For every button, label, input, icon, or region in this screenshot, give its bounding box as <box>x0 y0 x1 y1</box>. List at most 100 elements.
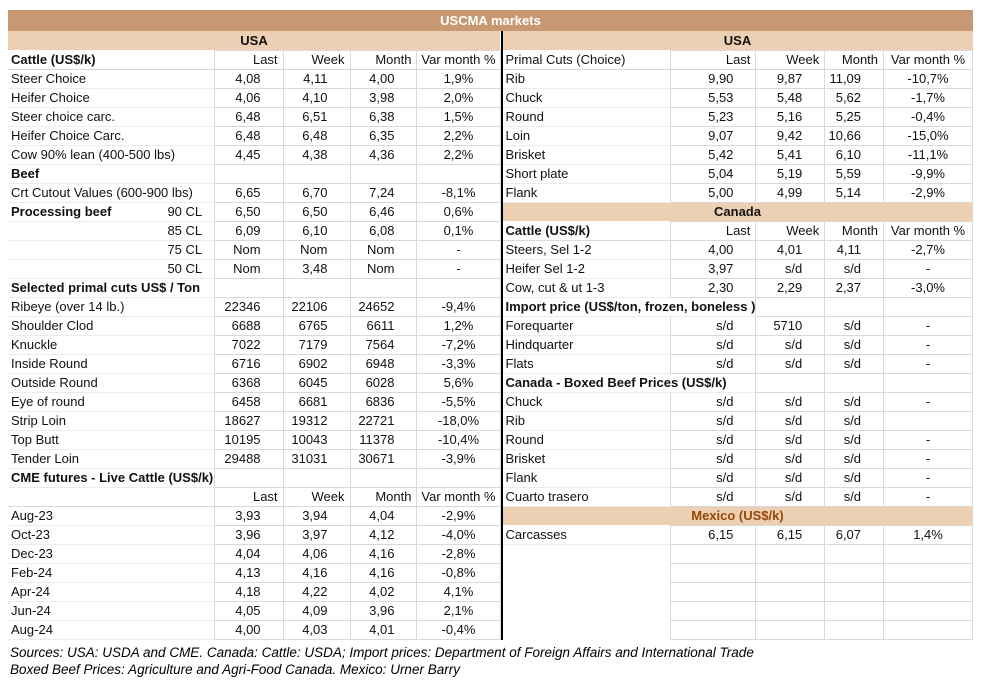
empty-cell <box>416 467 501 488</box>
row-label: Jun-24 <box>8 601 216 621</box>
cell-value: 6,48 <box>214 125 284 146</box>
cell-value: s/d <box>670 448 757 469</box>
table-row: Tender Loin 29488 31031 30671 -3,9% <box>8 448 501 469</box>
cell-value: 4,16 <box>349 562 418 583</box>
cell-value: s/d <box>755 353 826 374</box>
row-label: Cow 90% lean (400-500 lbs) <box>8 145 216 165</box>
cell-var-month: -9,9% <box>883 163 973 184</box>
row-label-text: Aug-24 <box>11 622 53 637</box>
cell-value: 5,00 <box>670 182 757 203</box>
row-label-text: Top Butt <box>11 432 59 447</box>
row-sublabel-text: 90 CL <box>167 204 203 219</box>
cell-value: 9,42 <box>755 125 826 146</box>
cell-var-month: - <box>883 429 973 450</box>
row-label: Inside Round <box>8 354 216 374</box>
row-label: Round <box>502 430 672 450</box>
table-row: Oct-23 3,96 3,97 4,12 -4,0% <box>8 524 501 545</box>
row-label: Brisket <box>502 449 672 469</box>
cell-value: 6,15 <box>670 524 757 545</box>
table-row: Round s/d s/d s/d - <box>502 429 973 450</box>
row-label: Apr-24 <box>8 582 216 602</box>
table-row: Chuck s/d s/d s/d - <box>502 391 973 412</box>
cell-value: 6,35 <box>349 125 418 146</box>
cell-var-month <box>883 543 973 564</box>
table-row: 85 CL 6,09 6,10 6,08 0,1% <box>8 220 501 241</box>
cell-value: s/d <box>824 467 885 488</box>
cell-value <box>824 543 885 564</box>
cell-value: s/d <box>670 315 757 336</box>
column-header-row: Cattle (US$/k) Last Week Month Var month % <box>8 49 501 70</box>
table-row: Chuck 5,53 5,48 5,62 -1,7% <box>502 87 973 108</box>
cell-var-month: - <box>883 334 973 355</box>
table-row: Inside Round 6716 6902 6948 -3,3% <box>8 353 501 374</box>
table-row: 75 CL Nom Nom Nom - <box>8 239 501 260</box>
row-label: 50 CL <box>8 259 216 279</box>
cell-value: s/d <box>670 353 757 374</box>
cell-var-month <box>883 410 973 431</box>
cell-var-month: -0,8% <box>416 562 501 583</box>
cell-value: 4,05 <box>214 600 284 621</box>
cell-value <box>824 600 885 621</box>
cell-value <box>824 619 885 640</box>
region-band-label: USA <box>502 31 973 50</box>
table-row: Outside Round 6368 6045 6028 5,6% <box>8 372 501 393</box>
table-row: Apr-24 4,18 4,22 4,02 4,1% <box>8 581 501 602</box>
row-label-text: Forequarter <box>505 318 574 333</box>
row-label-text: Round <box>505 109 544 124</box>
cell-value: 4,08 <box>214 68 284 89</box>
region-band: Canada <box>502 202 973 221</box>
footer-line-1: Sources: USA: USDA and CME. Canada: Catt… <box>10 644 754 660</box>
table-row: Processing beef 90 CL 6,50 6,50 6,46 0,6% <box>8 201 501 222</box>
cell-value: s/d <box>670 334 757 355</box>
cell-var-month: - <box>883 448 973 469</box>
cell-value: 18627 <box>214 410 284 431</box>
region-band: USA <box>502 31 973 50</box>
cell-value: 4,38 <box>282 144 351 165</box>
cell-value <box>824 581 885 602</box>
cell-var-month: - <box>883 391 973 412</box>
column-header: Last <box>670 49 757 70</box>
section-title-row: Canada - Boxed Beef Prices (US$/k) <box>502 372 973 393</box>
row-label-text: Jun-24 <box>11 603 51 618</box>
row-label: Flank <box>502 183 672 203</box>
row-label: Heifer Sel 1-2 <box>502 259 672 279</box>
row-group-label: Primal Cuts (Choice) <box>502 50 671 70</box>
cell-var-month: 1,4% <box>883 524 973 545</box>
table-row: Cow 90% lean (400-500 lbs) 4,45 4,38 4,36 2,… <box>8 144 501 165</box>
cell-var-month: -15,0% <box>883 125 973 146</box>
cell-value <box>670 619 757 640</box>
cell-var-month: 1,5% <box>416 106 501 127</box>
row-label-text: Steer choice carc. <box>11 109 116 124</box>
region-band: USA <box>8 31 500 50</box>
row-label: Flats <box>502 354 672 374</box>
table-row: Carcasses 6,15 6,15 6,07 1,4% <box>502 524 973 545</box>
column-header: Last <box>214 486 284 507</box>
cell-value <box>755 619 826 640</box>
cell-value <box>670 581 757 602</box>
row-label: Oct-23 <box>8 525 216 545</box>
row-label: Tender Loin <box>8 449 216 469</box>
row-label-text: Cow, cut & ut 1-3 <box>505 280 605 295</box>
empty-cell <box>214 467 284 488</box>
empty-cell <box>824 296 885 317</box>
cell-value: 6,09 <box>214 220 284 241</box>
cell-var-month: - <box>416 258 501 279</box>
cell-var-month: 2,0% <box>416 87 501 108</box>
row-label: Outside Round <box>8 373 216 393</box>
table-row: Brisket 5,42 5,41 6,10 -11,1% <box>502 144 973 165</box>
cell-value: 5710 <box>755 315 826 336</box>
row-label-text: Feb-24 <box>11 565 53 580</box>
row-label-text: Cuarto trasero <box>505 489 589 504</box>
row-label-text: Apr-24 <box>11 584 51 599</box>
cell-var-month: -9,4% <box>416 296 501 317</box>
cell-value: 9,90 <box>670 68 757 89</box>
cell-value: 3,93 <box>214 505 284 526</box>
cell-value: 6611 <box>349 315 418 336</box>
cell-value: 6765 <box>282 315 351 336</box>
cell-value: 5,59 <box>824 163 885 184</box>
empty-cell <box>214 163 284 184</box>
row-label: Steer choice carc. <box>8 107 216 127</box>
cell-value: s/d <box>824 391 885 412</box>
table-row: Rib 9,90 9,87 11,09 -10,7% <box>502 68 973 89</box>
cell-var-month: -11,1% <box>883 144 973 165</box>
